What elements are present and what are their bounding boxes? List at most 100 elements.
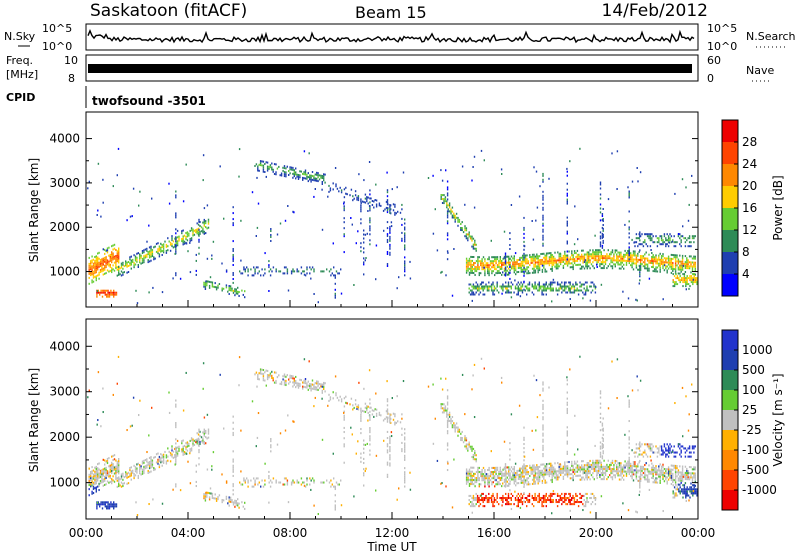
velocity-cell: [502, 501, 503, 503]
velocity-cell: [668, 470, 669, 472]
power-cell: [487, 290, 488, 292]
power-cell: [474, 248, 475, 250]
power-cell: [518, 294, 519, 296]
velocity-cell: [94, 473, 95, 475]
power-cell: [685, 279, 686, 281]
velocity-cell: [528, 477, 529, 479]
velocity-cell: [446, 412, 447, 414]
velocity-cell: [668, 479, 669, 481]
velocity-cell: [566, 467, 567, 469]
velocity-cell: [546, 482, 547, 484]
power-cell: [110, 294, 111, 296]
power-data-cells: [87, 148, 698, 304]
power-cell: [566, 168, 567, 170]
power-cell: [291, 169, 292, 171]
power-cell: [654, 270, 655, 272]
velocity-cell: [479, 467, 480, 469]
velocity-cell: [101, 469, 102, 471]
power-cell: [206, 282, 207, 284]
velocity-cell: [160, 457, 161, 459]
power-cell: [682, 178, 683, 180]
power-cell: [514, 279, 515, 281]
power-cell: [312, 171, 313, 173]
power-cell: [585, 264, 586, 266]
velocity-cell: [573, 467, 574, 469]
velocity-cell: [543, 501, 544, 503]
power-cell: [495, 260, 496, 262]
power-cell: [675, 268, 676, 270]
power-cell: [542, 269, 543, 271]
power-cell: [588, 261, 589, 263]
power-cell: [153, 246, 154, 248]
power-cell: [502, 284, 503, 286]
power-cell: [145, 249, 146, 251]
velocity-cell: [305, 378, 306, 380]
velocity-cell: [160, 459, 161, 461]
power-cell: [492, 284, 493, 286]
velocity-cell: [264, 380, 265, 382]
power-cell: [139, 255, 140, 257]
power-cell: [637, 269, 638, 271]
power-cell: [554, 266, 555, 268]
velocity-cell: [543, 463, 544, 465]
power-cell: [494, 264, 495, 266]
velocity-cell: [497, 469, 498, 471]
power-cell: [404, 266, 405, 268]
power-cell: [543, 263, 544, 265]
power-cell: [662, 243, 663, 245]
power-cell: [322, 181, 323, 183]
velocity-cell: [263, 375, 264, 377]
power-cell: [515, 273, 516, 275]
power-cell: [570, 262, 571, 264]
velocity-cell: [303, 386, 304, 388]
velocity-cell: [297, 480, 298, 482]
velocity-cell: [278, 374, 279, 376]
velocity-cell: [585, 474, 586, 476]
power-cell: [627, 250, 628, 252]
velocity-cell: [264, 480, 265, 482]
velocity-cell: [494, 497, 495, 499]
power-cell: [588, 255, 589, 257]
velocity-cell: [183, 452, 184, 454]
power-cell: [294, 175, 295, 177]
power-cell: [198, 229, 199, 231]
power-cell: [460, 229, 461, 231]
velocity-cell: [538, 468, 539, 470]
power-cell: [369, 219, 370, 221]
power-cell: [579, 282, 580, 284]
power-cell: [574, 250, 575, 252]
velocity-cell: [575, 463, 576, 465]
power-cell: [194, 230, 195, 232]
power-cell: [384, 208, 385, 210]
power-cell: [282, 167, 283, 169]
velocity-cell: [637, 472, 638, 474]
power-cell: [404, 227, 405, 229]
velocity-cell: [560, 466, 561, 468]
power-cell: [456, 213, 457, 215]
power-cell: [552, 258, 553, 260]
power-cell: [443, 202, 444, 204]
power-cell: [567, 217, 568, 219]
velocity-cell: [133, 477, 134, 479]
power-cell: [508, 256, 509, 258]
velocity-cell: [578, 475, 579, 477]
power-cell: [105, 266, 106, 268]
velocity-cell: [140, 465, 141, 467]
velocity-cell: [292, 480, 293, 482]
power-cell: [521, 271, 522, 273]
power-cell: [580, 256, 581, 258]
power-cell: [653, 241, 654, 243]
power-cell: [104, 273, 105, 275]
power-cell: [477, 262, 478, 264]
power-cell: [270, 164, 271, 166]
power-cell: [634, 255, 635, 257]
velocity-cell: [181, 442, 182, 444]
velocity-cell: [525, 482, 526, 484]
velocity-cell: [114, 473, 115, 475]
velocity-cell: [313, 480, 314, 482]
velocity-cell: [631, 475, 632, 477]
velocity-cell: [287, 480, 288, 482]
power-cell: [671, 258, 672, 260]
velocity-cell: [237, 504, 238, 506]
power-cell: [220, 165, 221, 167]
